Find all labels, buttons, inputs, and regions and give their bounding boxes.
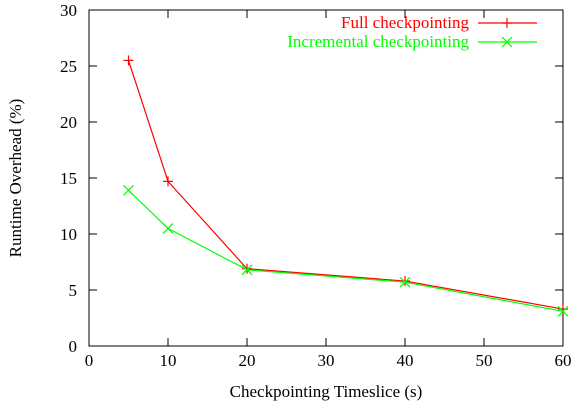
data-point	[399, 276, 411, 288]
x-tick-label: 60	[555, 351, 572, 370]
marker-stroke	[557, 305, 569, 317]
legend-label: Incremental checkpointing	[287, 32, 469, 51]
marker-stroke	[162, 222, 174, 234]
marker-stroke	[241, 264, 253, 276]
y-tick-label: 20	[60, 113, 77, 132]
data-point	[162, 222, 174, 234]
data-point	[123, 184, 134, 196]
data-point	[241, 264, 253, 276]
y-tick-label: 30	[60, 1, 77, 20]
x-tick-label: 30	[318, 351, 335, 370]
legend-item-1: Full checkpointing	[341, 13, 537, 32]
series-line	[127, 60, 564, 310]
series-line	[128, 189, 564, 312]
x-tick-label: 10	[160, 351, 177, 370]
x-axis-label: Checkpointing Timeslice (s)	[230, 382, 423, 401]
y-tick-label: 0	[69, 337, 78, 356]
data-point	[123, 55, 134, 66]
x-tick-label: 50	[476, 351, 493, 370]
marker-stroke	[501, 36, 513, 48]
x-axis: 0 10 20 30 40 50 60	[85, 10, 572, 370]
y-axis: 0 5 10 15 20 25 30	[60, 1, 563, 356]
y-axis-label: Runtime Overhead (%)	[6, 99, 25, 258]
series-1	[123, 55, 568, 315]
marker-stroke	[399, 276, 411, 288]
x-tick-label: 0	[85, 351, 94, 370]
series-layer	[123, 55, 569, 317]
y-tick-label: 25	[60, 57, 77, 76]
data-point	[557, 305, 569, 317]
legend-marker	[502, 18, 512, 28]
marker-stroke	[123, 184, 134, 196]
legend-item-2: Incremental checkpointing	[287, 32, 537, 51]
data-point	[558, 304, 568, 315]
y-tick-label: 5	[69, 281, 78, 300]
y-tick-label: 10	[60, 225, 77, 244]
data-point	[163, 176, 173, 187]
legend-label: Full checkpointing	[341, 13, 469, 32]
y-tick-label: 15	[60, 169, 77, 188]
series-2	[123, 184, 569, 317]
x-tick-label: 40	[397, 351, 414, 370]
data-point	[400, 276, 410, 287]
legend-marker	[501, 36, 513, 48]
plot-frame	[88, 9, 564, 347]
x-tick-label: 20	[239, 351, 256, 370]
